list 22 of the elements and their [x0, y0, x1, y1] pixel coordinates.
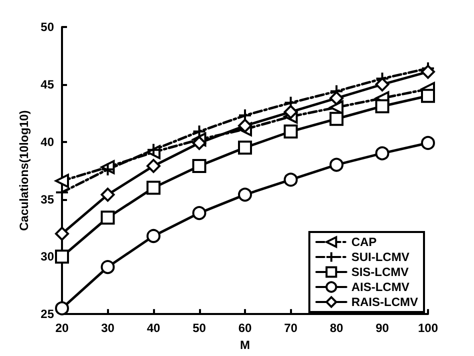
x-tick-label: 70: [284, 321, 298, 336]
legend-label: SIS-LCMV: [351, 265, 409, 279]
y-tick-label: 35: [40, 192, 54, 206]
y-tick-label: 30: [40, 250, 54, 264]
y-axis-title: Caculations(10log10): [16, 110, 31, 231]
legend-label: AIS-LCMV: [351, 280, 410, 294]
x-tick-label: 90: [376, 321, 390, 336]
x-tick-label: 100: [418, 321, 438, 336]
legend-label: SUI-LCMV: [351, 250, 410, 264]
x-axis-title: M: [240, 338, 250, 352]
y-tick-label: 25: [40, 307, 54, 322]
x-tick-label: 30: [101, 321, 115, 336]
legend-label: CAP: [351, 235, 377, 249]
y-tick-label: 40: [40, 134, 54, 149]
x-tick-label: 20: [55, 321, 69, 336]
legend-label: RAIS-LCMV: [351, 295, 418, 309]
y-tick-label: 50: [40, 20, 54, 34]
y-tick-label: 45: [40, 77, 54, 92]
x-tick-label: 60: [238, 321, 252, 336]
x-tick-label: 80: [330, 321, 344, 336]
x-tick-label: 50: [192, 321, 206, 336]
x-tick-label: 40: [146, 321, 160, 336]
